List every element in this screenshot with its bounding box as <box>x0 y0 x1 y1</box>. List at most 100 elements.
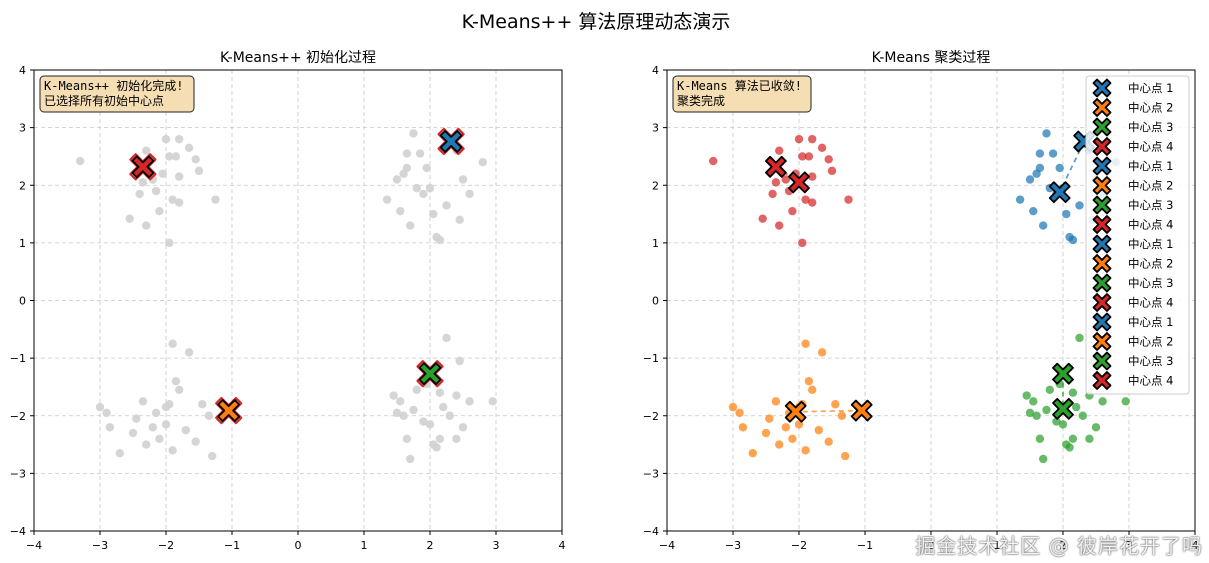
cluster-orange <box>728 339 850 461</box>
data-point <box>191 155 200 164</box>
data-point <box>76 156 85 166</box>
data-point-orange <box>831 400 840 409</box>
legend-label: 中心点 4 <box>1128 374 1173 388</box>
data-point <box>455 356 464 366</box>
left-axes: K-Means++ 初始化过程 −4 −3 −2 −1 0 1 2 3 4 −4 −3 −2 −1 0 1 2 3… <box>10 49 566 552</box>
x-tick-label: −2 <box>791 539 807 552</box>
data-point-orange <box>804 376 814 386</box>
x-tick-label: −2 <box>158 539 174 552</box>
data-point-green <box>1121 397 1130 406</box>
data-point <box>478 158 487 167</box>
data-point-red <box>781 175 790 184</box>
data-point <box>208 451 217 461</box>
legend-marker-blue <box>1092 156 1112 176</box>
legend-marker-orange <box>1092 98 1112 117</box>
data-point <box>168 195 177 204</box>
data-point <box>102 408 111 418</box>
data-point-green <box>1039 454 1048 464</box>
x-tick-label: 3 <box>1126 539 1133 552</box>
data-point <box>175 198 184 207</box>
data-point-orange <box>837 411 847 420</box>
data-point-blue <box>1035 163 1045 173</box>
data-point-green <box>1068 388 1078 397</box>
legend-marker-orange <box>1092 332 1112 351</box>
annotation-line: K-Means++ 初始化完成! <box>44 78 183 93</box>
data-point-orange <box>775 440 784 449</box>
data-point-red <box>775 221 784 230</box>
x-tick-label: −4 <box>26 539 42 552</box>
legend-label: 中心点 2 <box>1128 179 1173 193</box>
trajectory-orange <box>795 409 862 413</box>
y-tick-label: −2 <box>10 410 26 423</box>
axes-title: K-Means 聚类过程 <box>872 50 991 66</box>
x-tick-label: 4 <box>559 539 566 552</box>
legend-label: 中心点 3 <box>1128 354 1173 368</box>
y-tick-label: −3 <box>10 467 26 480</box>
legend-label: 中心点 4 <box>1128 218 1173 232</box>
data-point <box>191 437 200 446</box>
data-point <box>95 402 105 412</box>
data-point <box>412 183 421 193</box>
x-tick-label: −4 <box>659 539 675 552</box>
legend-label: 中心点 3 <box>1128 120 1173 134</box>
data-point-green <box>1025 408 1035 418</box>
data-point <box>168 446 177 455</box>
y-tick-label: 0 <box>652 295 659 308</box>
data-point <box>392 175 402 184</box>
y-tick-label: 2 <box>19 179 26 192</box>
data-point-red <box>844 195 853 204</box>
data-point-green <box>1058 420 1068 429</box>
figure-suptitle: K-Means++ 算法原理动态演示 <box>462 11 731 33</box>
initial-centers <box>129 127 465 425</box>
data-point <box>175 134 184 144</box>
legend-marker-green <box>1092 195 1112 215</box>
legend-marker-green <box>1092 351 1112 371</box>
data-point <box>399 411 408 420</box>
y-tick-label: −1 <box>10 352 26 365</box>
legend-marker-orange <box>1092 254 1112 273</box>
data-point <box>382 195 392 204</box>
legend-marker-green <box>1092 117 1112 137</box>
data-point-green <box>1052 417 1061 426</box>
data-point-green <box>1072 402 1081 412</box>
data-point-orange <box>814 425 823 435</box>
data-point <box>175 385 184 395</box>
data-point <box>105 423 115 432</box>
legend-label: 中心点 3 <box>1128 198 1173 212</box>
data-point <box>392 408 402 418</box>
data-point <box>204 411 214 420</box>
data-point <box>148 423 157 432</box>
data-point <box>161 420 171 429</box>
center-marker-green <box>1052 397 1074 420</box>
data-point-green <box>1045 385 1055 395</box>
data-point-orange <box>761 428 771 438</box>
data-point <box>161 134 171 144</box>
legend-marker-red <box>1092 371 1112 390</box>
data-point <box>151 408 161 418</box>
data-point <box>211 195 220 204</box>
data-point <box>435 388 445 397</box>
data-point <box>142 221 151 230</box>
x-tick-label: −1 <box>857 539 873 552</box>
data-point-blue <box>1055 163 1064 173</box>
data-point-red <box>794 134 804 144</box>
data-point-orange <box>801 446 810 455</box>
legend-marker-blue <box>1092 234 1112 254</box>
data-point <box>171 376 181 386</box>
data-point <box>419 417 428 426</box>
data-point <box>406 221 415 230</box>
watermark: 掘金技术社区 @ 彼岸花开了吗 <box>915 534 1203 558</box>
data-point-green <box>1085 434 1094 443</box>
data-point-blue <box>1039 221 1048 230</box>
center-marker-orange <box>217 399 241 422</box>
data-point <box>175 172 184 181</box>
data-point <box>198 400 207 409</box>
data-point <box>402 434 412 443</box>
y-tick-label: 4 <box>19 64 26 77</box>
data-point <box>155 434 164 443</box>
data-point-orange <box>738 423 748 432</box>
legend-label: 中心点 1 <box>1128 159 1173 173</box>
data-point <box>125 214 134 223</box>
data-point-green <box>1098 397 1107 406</box>
